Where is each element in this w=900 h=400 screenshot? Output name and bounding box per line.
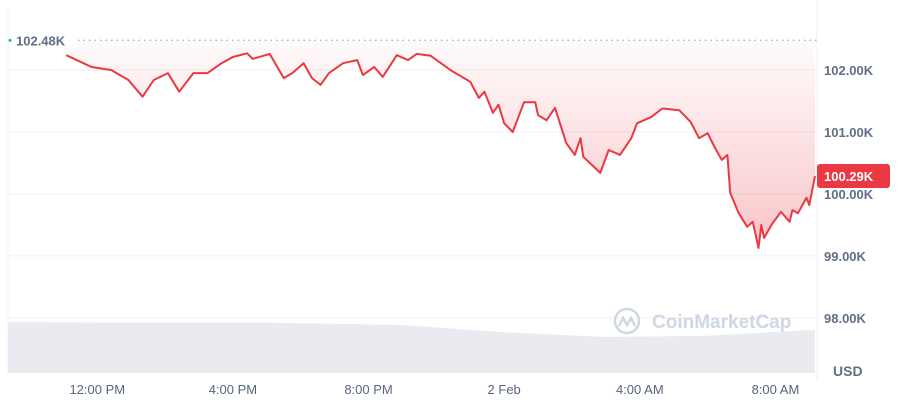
x-tick-label: 8:00 AM: [752, 382, 800, 397]
watermark: CoinMarketCap: [613, 307, 791, 335]
coinmarketcap-logo-mark-icon: [617, 315, 637, 328]
current-price-label: 100.29K: [824, 169, 874, 184]
reference-label-bg: [14, 31, 78, 48]
x-tick-label: 12:00 PM: [69, 382, 125, 397]
x-tick-label: 4:00 AM: [616, 382, 664, 397]
coinmarketcap-logo-icon: [613, 307, 641, 335]
y-tick-label: 102.00K: [824, 63, 874, 78]
x-tick-label: 8:00 PM: [344, 382, 392, 397]
volume-area: [8, 322, 815, 373]
unit-label: USD: [833, 363, 863, 379]
current-price-badge: [817, 163, 890, 188]
reference-dot: [8, 38, 12, 42]
x-tick-label: 4:00 PM: [209, 382, 257, 397]
price-line: [65, 52, 816, 249]
y-tick-label: 101.00K: [824, 125, 874, 140]
x-tick-label: 2 Feb: [488, 382, 521, 397]
reference-label: 102.48K: [16, 33, 66, 48]
watermark-text: CoinMarketCap: [652, 312, 791, 333]
price-area: [66, 40, 815, 248]
y-tick-label: 100.00K: [824, 187, 874, 202]
y-tick-label: 99.00K: [824, 249, 867, 264]
y-tick-label: 98.00K: [824, 311, 867, 326]
